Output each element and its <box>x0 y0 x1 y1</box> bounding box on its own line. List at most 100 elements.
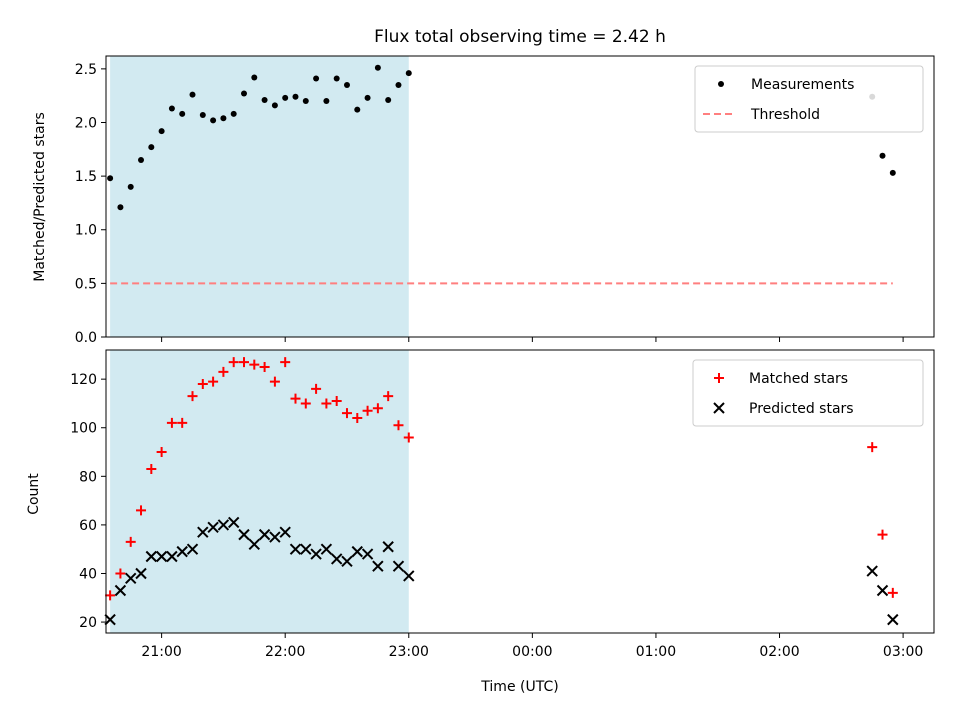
predicted-stars-point <box>207 521 219 534</box>
predicted-stars-point <box>248 538 261 551</box>
matched-stars-point <box>208 376 219 387</box>
matched-stars-point <box>218 366 229 377</box>
measurements-point <box>282 94 289 101</box>
panel-bottom: 20 40 60 80 100 120 21:00 22:00 23:00 00:00 01:00 0… <box>70 349 935 660</box>
matched-stars-point <box>372 403 383 414</box>
bottom-x-tick-label: 23:00 <box>389 644 429 660</box>
predicted-stars-point <box>341 555 353 568</box>
measurements-point <box>302 98 309 105</box>
predicted-stars-point <box>361 548 374 560</box>
bottom-y-tick-label: 20 <box>79 615 97 631</box>
top-y-tick-label: 0.0 <box>75 330 97 346</box>
matched-stars-point <box>393 420 404 431</box>
measurements-point <box>879 152 886 159</box>
top-y-axis-label: Matched/Predicted stars <box>32 112 48 282</box>
matched-stars-point <box>403 432 414 443</box>
matched-stars-point <box>177 417 188 428</box>
bottom-y-tick-label: 80 <box>79 469 97 485</box>
measurements-point <box>127 183 134 190</box>
matched-stars-point <box>867 442 878 453</box>
matched-stars-point <box>362 405 373 416</box>
predicted-stars-point <box>269 531 281 543</box>
predicted-stars-point <box>392 560 405 572</box>
matched-stars-point <box>105 590 116 601</box>
measurements-legend-swatch <box>718 81 724 87</box>
predicted-stars-point <box>176 545 188 558</box>
matched-stars-point <box>341 408 352 419</box>
matched-stars-point <box>249 359 260 370</box>
predicted-stars-point <box>125 572 137 585</box>
predicted-stars-point <box>155 550 168 563</box>
measurements-point <box>292 93 299 100</box>
matched-stars-point <box>280 357 291 368</box>
measurements-point <box>179 110 186 117</box>
measurements-point <box>189 91 196 98</box>
top-y-tick-label: 2.0 <box>75 115 97 131</box>
predicted-stars-point <box>330 553 343 565</box>
predicted-stars-point <box>300 543 312 555</box>
bottom-x-tick-label: 22:00 <box>265 644 305 660</box>
matched-stars-legend-swatch <box>714 373 724 383</box>
matched-stars-point <box>156 447 167 458</box>
measurements-point <box>395 81 402 88</box>
chart-title: Flux total observing time = 2.42 h <box>374 27 666 47</box>
top-y-tick-label: 2.5 <box>75 62 97 78</box>
bottom-y-axis-label: Count <box>26 473 42 515</box>
threshold-legend-label: Threshold <box>750 107 820 123</box>
measurements-point <box>889 169 896 176</box>
predicted-stars-point <box>289 543 302 555</box>
bottom-x-tick-label: 02:00 <box>759 644 799 660</box>
matched-stars-point <box>331 396 342 407</box>
bottom-x-tick-label: 21:00 <box>141 644 181 660</box>
bottom-y-tick-label: 40 <box>79 566 97 582</box>
matched-stars-point <box>290 393 301 404</box>
bottom-x-tick-label: 01:00 <box>636 644 676 660</box>
measurements-point <box>405 70 412 77</box>
measurements-point <box>117 204 124 211</box>
predicted-stars-point <box>114 584 127 597</box>
measurements-point <box>364 94 371 101</box>
predicted-stars-legend-swatch <box>713 402 725 414</box>
top-y-tick-label: 0.5 <box>75 276 97 292</box>
bottom-axes-frame <box>105 349 935 634</box>
predicted-stars-legend-label: Predicted stars <box>749 401 854 417</box>
matched-stars-point <box>259 362 270 373</box>
matched-stars-point <box>352 413 363 424</box>
bottom-y-tick-label: 120 <box>70 372 97 388</box>
predicted-stars-point <box>279 526 291 538</box>
predicted-stars-point <box>186 543 199 555</box>
predicted-stars-point <box>351 545 363 558</box>
measurements-point <box>138 157 145 164</box>
bottom-legend <box>692 359 924 427</box>
matched-stars-point <box>228 357 239 368</box>
predicted-stars-point <box>310 548 322 560</box>
matched-stars-point <box>877 529 888 540</box>
matched-stars-point <box>300 398 311 409</box>
measurements-point <box>241 90 247 97</box>
measurements-point <box>148 144 155 151</box>
measurements-point <box>261 96 268 103</box>
measurements-legend-label: Measurements <box>751 77 854 93</box>
predicted-stars-point <box>258 528 271 541</box>
measurements-point <box>230 110 237 117</box>
matched-stars-point <box>239 357 249 368</box>
bottom-y-tick-label: 60 <box>79 518 97 534</box>
predicted-stars-point <box>403 570 415 582</box>
top-observing-window <box>110 56 409 337</box>
predicted-stars-point <box>320 543 333 555</box>
measurements-point <box>343 81 350 88</box>
measurements-point <box>271 102 278 109</box>
matched-stars-point <box>166 417 177 428</box>
matched-stars-point <box>887 587 898 598</box>
predicted-stars-point <box>135 567 147 580</box>
bottom-observing-window <box>110 350 409 633</box>
matched-stars-point <box>115 568 126 579</box>
predicted-stars-point <box>217 519 230 531</box>
measurements-point <box>210 117 217 124</box>
top-y-tick-label: 1.5 <box>75 169 97 185</box>
predicted-stars-point <box>876 584 889 597</box>
matched-stars-point <box>269 376 280 387</box>
measurements-point <box>220 115 227 122</box>
measurements-point <box>168 105 175 112</box>
